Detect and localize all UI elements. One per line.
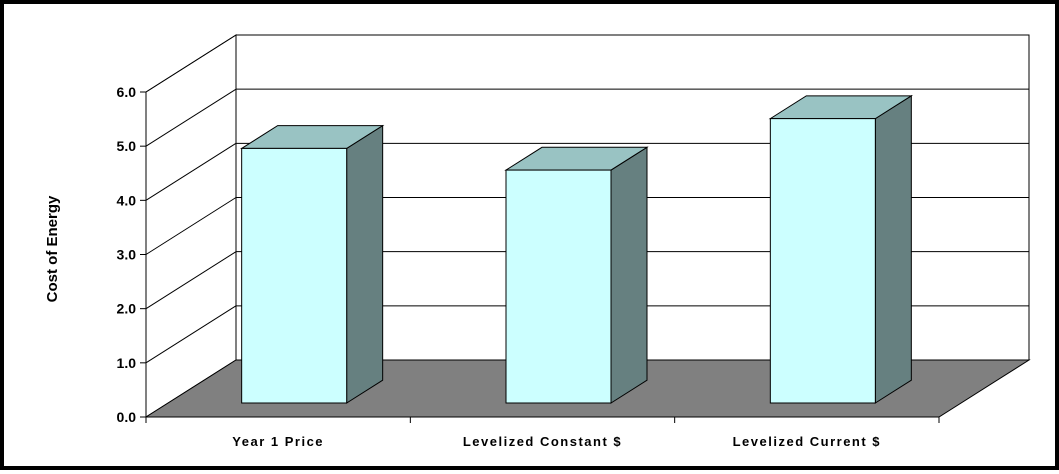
gridline-left-4: [145, 142, 237, 201]
bar-side: [874, 94, 912, 404]
bar-front: [241, 147, 348, 404]
gridline-left-3: [145, 197, 237, 255]
bar-side: [346, 124, 384, 404]
y-axis-ticks: 0.0 1.0 2.0 3.0 4.0 5.0 6.0: [117, 84, 147, 425]
y-tick-label: 0.0: [117, 409, 137, 425]
y-tick-label: 3.0: [117, 247, 137, 263]
bar-side: [610, 146, 648, 404]
y-axis-title: Cost of Energy: [44, 195, 61, 302]
bar-2: [504, 146, 649, 404]
y-tick-label: 2.0: [117, 301, 137, 317]
bar-front: [505, 169, 612, 404]
y-tick-label: 6.0: [117, 84, 137, 100]
gridline-left-1: [145, 305, 237, 364]
gridline-left-2: [145, 251, 237, 310]
bars: [239, 94, 914, 404]
bar-chart-3d: 0.0 1.0 2.0 3.0 4.0 5.0 6.0 Year 1 Price Leveli…: [44, 34, 1031, 449]
y-tick-label: 5.0: [117, 138, 137, 154]
x-tick-label: Levelized Current $: [733, 434, 881, 449]
bar-3: [768, 94, 914, 404]
y-tick-label: 4.0: [117, 192, 137, 208]
bar-front: [769, 118, 876, 404]
bar-1: [239, 124, 385, 404]
gridline-left-5: [145, 88, 237, 147]
gridline-left-6: [145, 34, 237, 93]
x-tick-label: Levelized Constant $: [463, 434, 622, 449]
x-tick-label: Year 1 Price: [232, 434, 324, 449]
x-axis-ticks: Year 1 Price Levelized Constant $ Levelize…: [145, 416, 940, 449]
y-tick-label: 1.0: [117, 355, 137, 371]
